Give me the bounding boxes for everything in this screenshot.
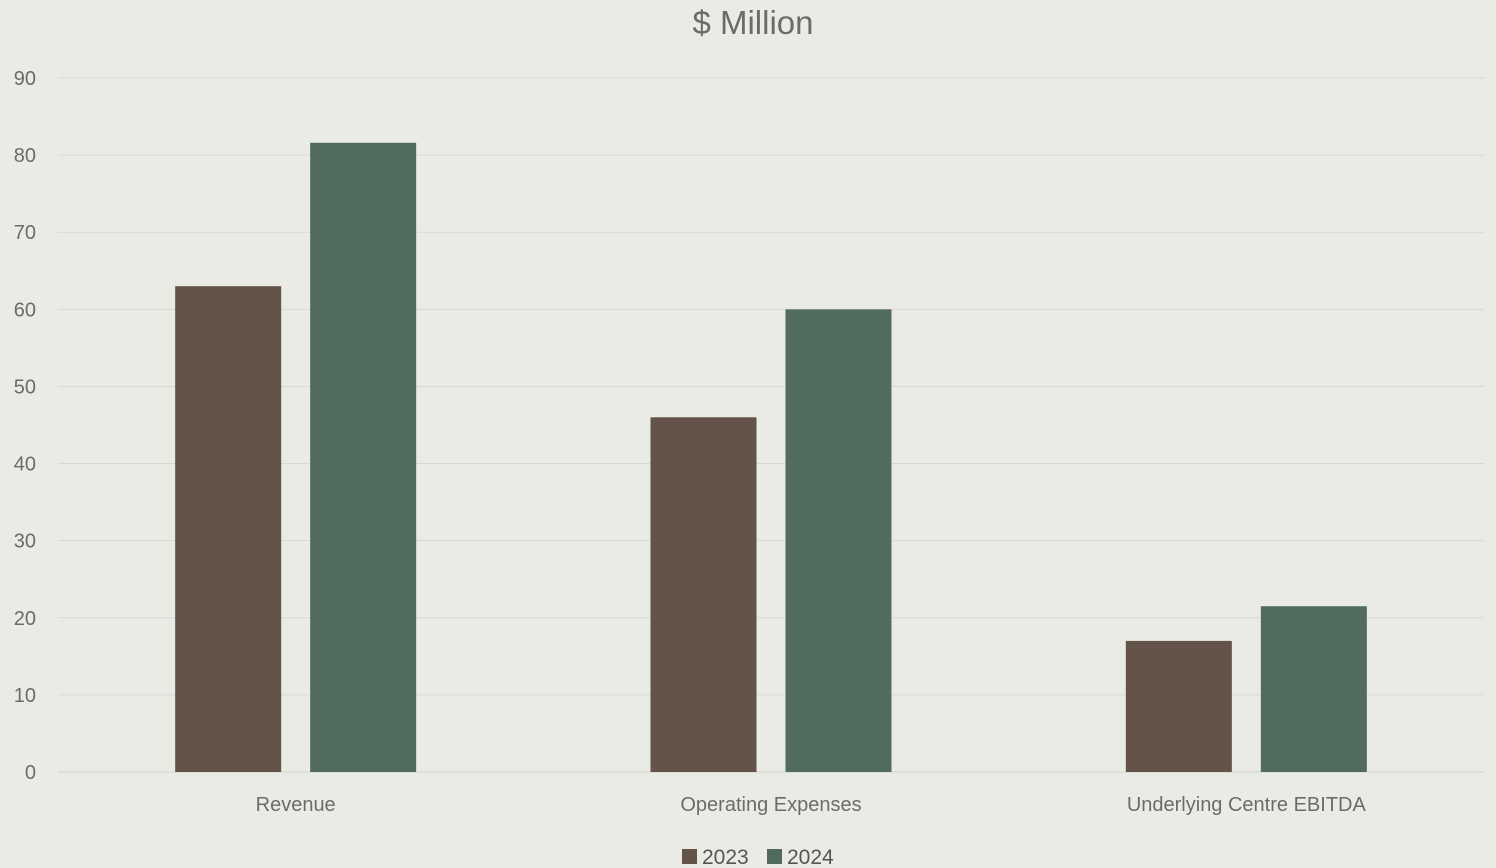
y-tick-label: 30 [14, 531, 36, 553]
bar-2023-0 [175, 286, 282, 772]
y-tick-label: 10 [14, 685, 36, 707]
y-tick-label: 60 [14, 299, 36, 321]
legend: 2023 2024 [682, 846, 834, 868]
y-tick-label: 40 [14, 454, 36, 476]
y-tick-label: 70 [14, 222, 36, 244]
x-category-label: Operating Expenses [680, 794, 861, 816]
y-tick-label: 90 [14, 68, 36, 90]
bars [175, 142, 1367, 773]
bar-2023-2 [1125, 640, 1232, 772]
x-axis-labels: Revenue Operating Expenses Underlying Cent… [256, 794, 1367, 816]
chart-title: $ Million [692, 4, 813, 41]
x-category-label: Underlying Centre EBITDA [1127, 794, 1367, 816]
y-tick-label: 20 [14, 608, 36, 630]
legend-label: 2023 [702, 846, 749, 868]
gridlines [58, 77, 1484, 773]
bar-2024-2 [1260, 606, 1367, 772]
legend-swatch-2023 [682, 849, 697, 864]
bar-2024-1 [785, 309, 892, 772]
legend-label: 2024 [787, 846, 834, 868]
y-tick-label: 80 [14, 145, 36, 167]
y-axis-ticks: 0 10 20 30 40 50 60 70 80 90 [14, 68, 36, 784]
bar-2024-0 [310, 142, 417, 773]
bar-2023-1 [650, 417, 757, 772]
y-tick-label: 50 [14, 376, 36, 398]
legend-swatch-2024 [767, 849, 782, 864]
y-tick-label: 0 [25, 762, 36, 784]
x-category-label: Revenue [256, 794, 336, 816]
